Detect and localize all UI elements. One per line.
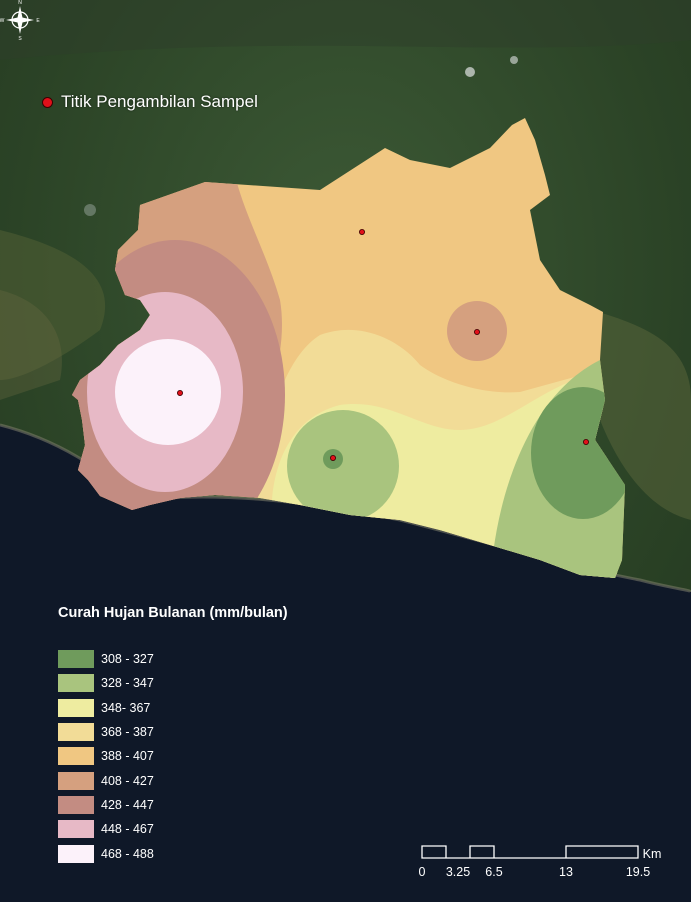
legend-item: 428 - 447 bbox=[58, 793, 288, 817]
legend-swatch bbox=[58, 723, 94, 742]
legend-label: 428 - 447 bbox=[101, 797, 154, 812]
legend-title: Curah Hujan Bulanan (mm/bulan) bbox=[58, 605, 288, 621]
lowland-patch bbox=[0, 230, 106, 380]
sample-points bbox=[176, 228, 590, 461]
legend-label: 368 - 387 bbox=[101, 725, 154, 740]
legend-swatch bbox=[58, 820, 94, 839]
legend-label: 448 - 467 bbox=[101, 822, 154, 837]
legend-label: 348- 367 bbox=[101, 700, 151, 715]
legend-swatch bbox=[58, 844, 94, 863]
sea bbox=[0, 425, 691, 902]
legend-swatch bbox=[58, 698, 94, 717]
zone-468-488 bbox=[115, 339, 221, 445]
legend-item: 368 - 387 bbox=[58, 720, 288, 744]
legend-item: 348- 367 bbox=[58, 696, 288, 720]
legend-item: 388 - 407 bbox=[58, 744, 288, 768]
legend-swatch bbox=[58, 747, 94, 766]
compass-s: S bbox=[18, 36, 22, 40]
legend-swatch bbox=[58, 674, 94, 693]
legend-swatch bbox=[58, 795, 94, 814]
sample-point bbox=[358, 228, 365, 235]
legend-item: 408 - 427 bbox=[58, 768, 288, 792]
cloud bbox=[465, 67, 475, 77]
north-arrow-icon: N S W E bbox=[0, 0, 40, 40]
legend-swatch bbox=[58, 771, 94, 790]
sample-point bbox=[473, 328, 480, 335]
sample-point bbox=[176, 389, 183, 396]
sample-point-label: Titik Pengambilan Sampel bbox=[61, 92, 258, 111]
legend-item: 468 - 488 bbox=[58, 841, 288, 865]
legend-label: 328 - 347 bbox=[101, 676, 154, 691]
legend-item: 448 - 467 bbox=[58, 817, 288, 841]
sample-point-legend: Titik Pengambilan Sampel bbox=[42, 92, 258, 112]
zone-328-347-center bbox=[287, 410, 399, 522]
compass-w: W bbox=[0, 18, 5, 24]
legend-label: 468 - 488 bbox=[101, 846, 154, 861]
cloud bbox=[84, 204, 96, 216]
sample-point bbox=[329, 454, 336, 461]
cloud bbox=[510, 56, 518, 64]
legend-item: 328 - 347 bbox=[58, 671, 288, 695]
northern-hills bbox=[0, 0, 691, 60]
field-patch bbox=[0, 290, 62, 400]
legend-label: 388 - 407 bbox=[101, 749, 154, 764]
legend-swatch bbox=[58, 650, 94, 669]
legend-rows: 308 - 327 328 - 347 348- 367 368 - 387 388 -… bbox=[58, 647, 288, 866]
sample-point-marker-icon bbox=[42, 96, 53, 108]
compass-n: N bbox=[18, 0, 22, 6]
legend-label: 408 - 427 bbox=[101, 773, 154, 788]
legend-label: 308 - 327 bbox=[101, 652, 154, 667]
compass-e: E bbox=[36, 18, 40, 24]
legend-item: 308 - 327 bbox=[58, 647, 288, 671]
rainfall-legend: Curah Hujan Bulanan (mm/bulan) 308 - 327… bbox=[58, 605, 288, 866]
sample-point bbox=[583, 438, 590, 445]
